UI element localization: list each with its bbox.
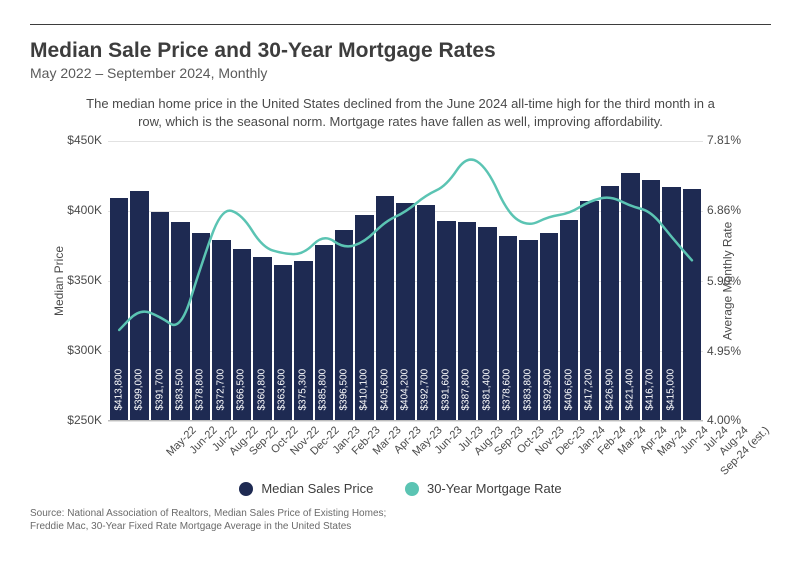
bar-value-label: $399,000 [134, 369, 145, 411]
bar-value-label: $391,600 [441, 369, 452, 411]
legend-line-label: 30-Year Mortgage Rate [427, 481, 562, 496]
bar-value-label: $406,600 [563, 369, 574, 411]
bar-value-label: $383,800 [522, 369, 533, 411]
right-tick-label: 6.86% [707, 203, 751, 217]
bar-value-label: $392,700 [420, 369, 431, 411]
page-subtitle: May 2022 – September 2024, Monthly [30, 65, 771, 81]
source-line-1: Source: National Association of Realtors… [30, 507, 771, 520]
bar-value-label: $415,000 [666, 369, 677, 411]
bar-value-label: $372,700 [216, 369, 227, 411]
bar-value-label: $366,500 [236, 369, 247, 411]
right-tick-label: 4.95% [707, 344, 751, 358]
bar-value-label: $416,700 [645, 369, 656, 411]
right-tick-label: 5.90% [707, 274, 751, 288]
left-tick-label: $400K [54, 203, 102, 217]
bar-value-label: $363,600 [277, 369, 288, 411]
bar-value-label: $387,800 [461, 369, 472, 411]
top-rule [30, 24, 771, 25]
bar-value-label: $391,700 [154, 369, 165, 411]
bar-value-label: $360,800 [256, 369, 267, 411]
bar-value-label: $375,300 [297, 369, 308, 411]
bar-value-label: $410,100 [359, 369, 370, 411]
plot-area: $408,600May-22$413,800Jun-22$399,000Jul-… [108, 141, 703, 421]
source-note: Source: National Association of Realtors… [30, 507, 771, 533]
bar-value-label: $426,900 [604, 369, 615, 411]
right-tick-label: 7.81% [707, 133, 751, 147]
page-title: Median Sale Price and 30-Year Mortgage R… [30, 39, 771, 63]
bar: $415,000 [683, 189, 701, 420]
left-tick-label: $450K [54, 133, 102, 147]
bar-value-label: $421,400 [625, 369, 636, 411]
bar-value-label: $392,900 [543, 369, 554, 411]
bar-value-label: $405,600 [379, 369, 390, 411]
bar-value-label: $383,500 [175, 369, 186, 411]
bar-value-label: $404,200 [400, 369, 411, 411]
chart-caption: The median home price in the United Stat… [81, 95, 721, 131]
bar-value-label: $378,600 [502, 369, 513, 411]
legend-bar: Median Sales Price [239, 481, 373, 496]
bar-value-label: $396,500 [338, 369, 349, 411]
left-tick-label: $250K [54, 413, 102, 427]
bar-value-label: $381,400 [481, 369, 492, 411]
legend-bar-label: Median Sales Price [261, 481, 373, 496]
source-line-2: Freddie Mac, 30-Year Fixed Rate Mortgage… [30, 520, 771, 533]
bars-layer: $408,600May-22$413,800Jun-22$399,000Jul-… [108, 141, 703, 420]
legend: Median Sales Price 30-Year Mortgage Rate [30, 481, 771, 499]
bar-value-label: $417,200 [584, 369, 595, 411]
bar-slot: $415,000Sep-24 (est.) [683, 189, 701, 420]
legend-line: 30-Year Mortgage Rate [405, 481, 562, 496]
bar-swatch-icon [239, 482, 253, 496]
bar-value-label: $408,600 [93, 369, 104, 411]
bar-value-label: $378,800 [195, 369, 206, 411]
chart: Median Price Average Monthly Rate $250K$… [30, 141, 771, 421]
bar-value-label: $413,800 [113, 369, 124, 411]
left-tick-label: $300K [54, 343, 102, 357]
left-tick-label: $350K [54, 273, 102, 287]
line-swatch-icon [405, 482, 419, 496]
bar-value-label: $385,800 [318, 369, 329, 411]
